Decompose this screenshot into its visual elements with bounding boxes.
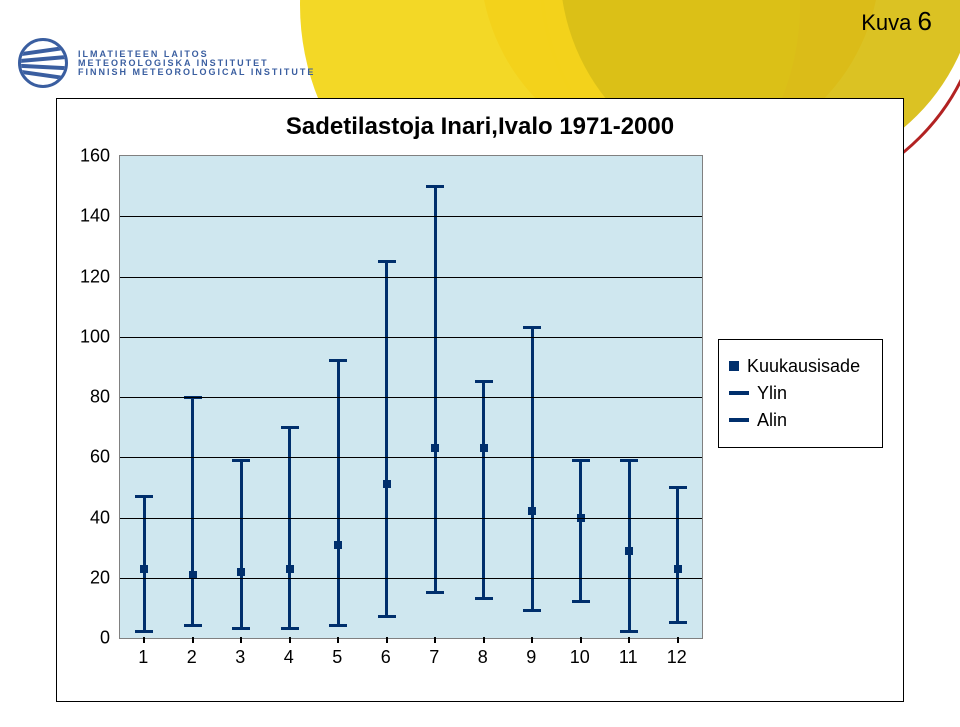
legend-label: Ylin <box>757 383 787 404</box>
y-tick-label: 80 <box>90 387 120 408</box>
chart-frame: Sadetilastoja Inari,Ivalo 1971-2000 0204… <box>56 98 904 702</box>
y-tick-label: 140 <box>80 206 120 227</box>
y-tick-label: 100 <box>80 326 120 347</box>
mean-marker <box>286 565 294 573</box>
alin-cap <box>184 624 202 627</box>
alin-cap <box>378 615 396 618</box>
legend-dash-icon <box>729 391 749 395</box>
logo-line-3: FINNISH METEOROLOGICAL INSTITUTE <box>78 68 315 77</box>
range-line <box>240 460 243 629</box>
mean-marker <box>237 568 245 576</box>
range-line <box>337 361 340 626</box>
ylin-cap <box>475 380 493 383</box>
legend-label: Kuukausisade <box>747 356 860 377</box>
x-tick-label: 12 <box>667 647 687 668</box>
x-tick-label: 2 <box>187 647 197 668</box>
range-line <box>482 382 485 599</box>
kuva-number: 6 <box>918 6 932 36</box>
mean-marker <box>431 444 439 452</box>
fmi-logo: ILMATIETEEN LAITOS METEOROLOGISKA INSTIT… <box>18 38 315 88</box>
x-tick-label: 6 <box>381 647 391 668</box>
x-tick-label: 10 <box>570 647 590 668</box>
alin-cap <box>669 621 687 624</box>
ylin-cap <box>523 326 541 329</box>
mean-marker <box>528 507 536 515</box>
x-tick-label: 3 <box>235 647 245 668</box>
alin-cap <box>523 609 541 612</box>
alin-cap <box>281 627 299 630</box>
mean-marker <box>383 480 391 488</box>
range-line <box>385 261 388 616</box>
ylin-cap <box>329 359 347 362</box>
alin-cap <box>135 630 153 633</box>
plot-wrap: 020406080100120140160 123456789101112 Ku… <box>119 155 883 639</box>
y-tick-label: 0 <box>100 628 120 649</box>
legend-square-icon <box>729 361 739 371</box>
range-line <box>191 397 194 626</box>
x-tick-label: 4 <box>284 647 294 668</box>
mean-marker <box>480 444 488 452</box>
range-line <box>676 487 679 623</box>
fmi-logo-icon <box>18 38 68 88</box>
ylin-cap <box>620 459 638 462</box>
ylin-cap <box>669 486 687 489</box>
y-tick-label: 60 <box>90 447 120 468</box>
ylin-cap <box>232 459 250 462</box>
legend-dash-icon <box>729 418 749 422</box>
ylin-cap <box>426 185 444 188</box>
kuva-text: Kuva <box>861 10 911 35</box>
x-tick-label: 5 <box>332 647 342 668</box>
y-tick-label: 160 <box>80 146 120 167</box>
mean-marker <box>140 565 148 573</box>
x-tick-label: 9 <box>526 647 536 668</box>
mean-marker <box>674 565 682 573</box>
plot-area: 020406080100120140160 <box>119 155 703 639</box>
legend-item: Alin <box>729 410 872 431</box>
x-tick-label: 8 <box>478 647 488 668</box>
chart-title: Sadetilastoja Inari,Ivalo 1971-2000 <box>57 113 903 141</box>
legend-item: Kuukausisade <box>729 356 872 377</box>
alin-cap <box>232 627 250 630</box>
alin-cap <box>329 624 347 627</box>
legend-label: Alin <box>757 410 787 431</box>
y-tick-label: 120 <box>80 266 120 287</box>
x-tick-label: 7 <box>429 647 439 668</box>
alin-cap <box>426 591 444 594</box>
ylin-cap <box>281 426 299 429</box>
mean-marker <box>625 547 633 555</box>
alin-cap <box>620 630 638 633</box>
x-tick-label: 11 <box>619 647 638 668</box>
plot-inner: 020406080100120140160 123456789101112 Ku… <box>119 155 883 639</box>
fmi-logo-text: ILMATIETEEN LAITOS METEOROLOGISKA INSTIT… <box>78 50 315 77</box>
legend: Kuukausisade Ylin Alin <box>718 339 883 448</box>
alin-cap <box>475 597 493 600</box>
range-line <box>434 186 437 593</box>
ylin-cap <box>135 495 153 498</box>
legend-item: Ylin <box>729 383 872 404</box>
page: Kuva 6 ILMATIETEEN LAITOS METEOROLOGISKA… <box>0 0 960 727</box>
alin-cap <box>572 600 590 603</box>
ylin-cap <box>378 260 396 263</box>
y-tick-label: 20 <box>90 567 120 588</box>
header-arcs <box>280 0 780 40</box>
mean-marker <box>334 541 342 549</box>
range-line <box>579 460 582 602</box>
y-tick-label: 40 <box>90 507 120 528</box>
x-tick-label: 1 <box>138 647 148 668</box>
figure-label: Kuva 6 <box>861 6 932 37</box>
range-line <box>531 328 534 611</box>
x-axis-labels: 123456789101112 <box>119 639 703 669</box>
ylin-cap <box>572 459 590 462</box>
